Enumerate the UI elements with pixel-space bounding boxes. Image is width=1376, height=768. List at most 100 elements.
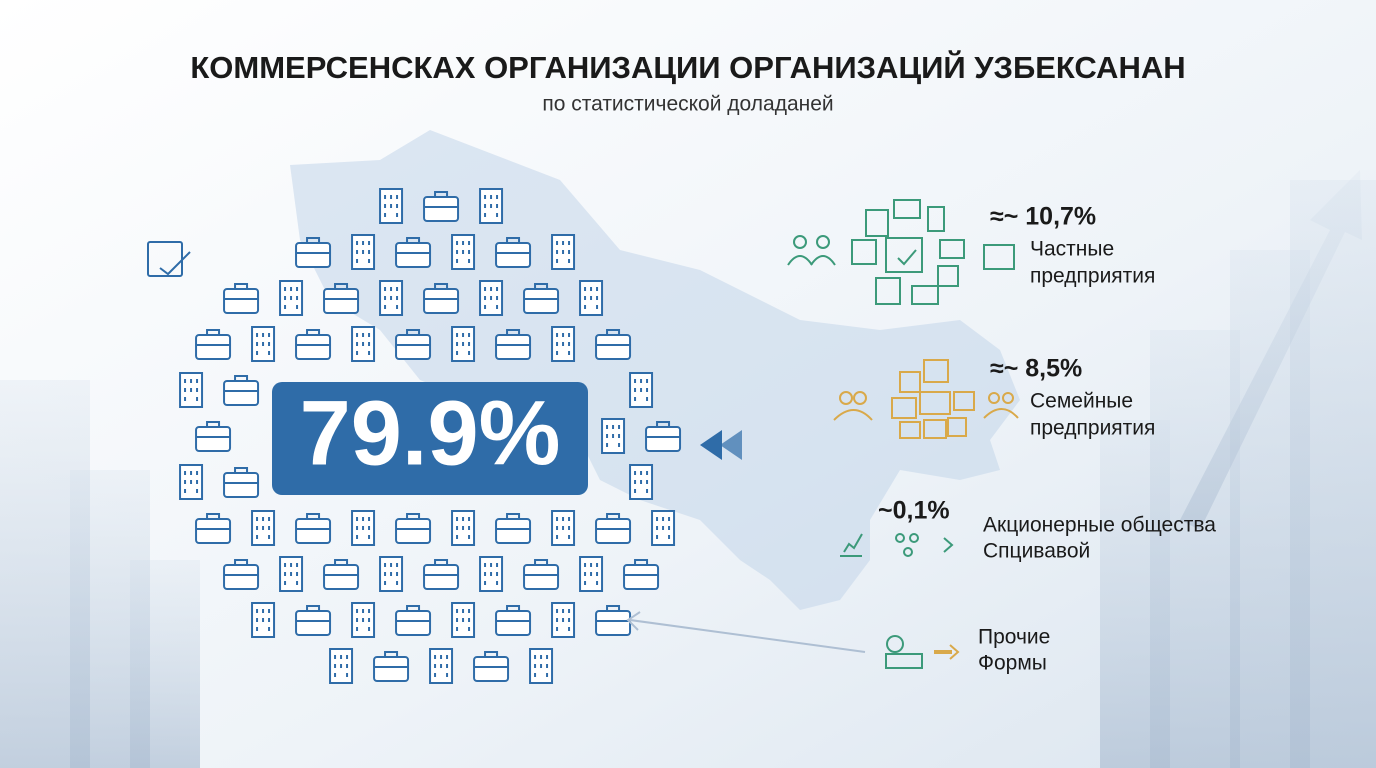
- icon-part: [623, 564, 660, 590]
- icon-part: [195, 334, 232, 360]
- icon-part: [434, 655, 449, 677]
- icon-part: [224, 283, 259, 300]
- item-value: ~0,1%: [878, 497, 950, 525]
- briefcase-icon: [473, 651, 510, 682]
- briefcase-icon: [523, 283, 560, 314]
- icon-part: [324, 283, 359, 300]
- item-label: Прочие: [978, 626, 1050, 649]
- icon-part: [224, 467, 259, 484]
- chevrons: [700, 430, 742, 460]
- icon-part: [584, 287, 599, 309]
- briefcase-icon: [523, 559, 560, 590]
- building-icon: [451, 510, 476, 546]
- icon-part: [424, 559, 459, 576]
- icon-part: [595, 334, 632, 360]
- briefcase-icon: [423, 559, 460, 590]
- icon-part: [223, 564, 260, 590]
- icon-part: [356, 241, 371, 263]
- icon-part: [595, 518, 632, 544]
- title: КОММЕРСЕНСКАХ ОРГАНИЗАЦИИ ОРГАНИЗАЦИЙ УЗ…: [190, 49, 1185, 85]
- building-icon: [651, 510, 676, 546]
- building-icon: [451, 326, 476, 362]
- icon-part: [396, 329, 431, 346]
- icon-part: [496, 605, 531, 622]
- icon-part: [495, 242, 532, 268]
- icon-part: [423, 196, 460, 222]
- icon-part: [334, 655, 349, 677]
- building-icon: [379, 556, 404, 592]
- icon-part: [556, 609, 571, 631]
- building-icon: [551, 510, 576, 546]
- icons-joint-stock: [840, 533, 954, 557]
- building-icon: [479, 280, 504, 316]
- building-icon: [279, 556, 304, 592]
- icon-part: [624, 559, 659, 576]
- icon-part: [556, 241, 571, 263]
- icon-part: [223, 472, 260, 498]
- icon-part: [595, 610, 632, 636]
- icon-part: [196, 421, 231, 438]
- building-icon: [251, 602, 276, 638]
- icon-part: [384, 195, 399, 217]
- building-icon: [351, 602, 376, 638]
- building-icon: [179, 372, 204, 408]
- icon-part: [423, 564, 460, 590]
- icon-part: [396, 513, 431, 530]
- briefcase-icon: [595, 513, 632, 544]
- icon-part: [195, 518, 232, 544]
- icon-part: [323, 288, 360, 314]
- briefcase-icon: [223, 283, 260, 314]
- icon-part: [395, 518, 432, 544]
- briefcase-icon: [495, 237, 532, 268]
- icon-part: [323, 564, 360, 590]
- building-icon: [629, 464, 654, 500]
- item-label: Акционерные общества: [983, 514, 1216, 537]
- icon-part: [256, 333, 271, 355]
- icon-part: [356, 333, 371, 355]
- briefcase-icon: [395, 237, 432, 268]
- icon-part: [295, 242, 332, 268]
- briefcase-icon: [223, 559, 260, 590]
- item-label: Спцивавой: [983, 540, 1090, 563]
- item-label: предприятия: [1030, 265, 1155, 288]
- building-icon: [251, 510, 276, 546]
- icon-part: [256, 517, 271, 539]
- icon-part: [645, 426, 682, 452]
- icon-part: [496, 513, 531, 530]
- icon-part: [646, 421, 681, 438]
- icon-part: [223, 288, 260, 314]
- icon-part: [474, 651, 509, 668]
- main-value-box: [272, 382, 588, 495]
- icons-family: [833, 359, 1019, 439]
- briefcase-icon: [323, 559, 360, 590]
- icon-part: [184, 471, 199, 493]
- building-icon: [351, 510, 376, 546]
- briefcase-icon: [623, 559, 660, 590]
- icon-part: [634, 379, 649, 401]
- icon-part: [484, 563, 499, 585]
- briefcase-icon: [295, 605, 332, 636]
- item-label: Частные: [1030, 238, 1114, 261]
- icon-part: [396, 605, 431, 622]
- building-icon: [479, 556, 504, 592]
- briefcase-icon: [395, 605, 432, 636]
- icon-part: [356, 609, 371, 631]
- icon-part: [424, 191, 459, 208]
- icon-part: [424, 283, 459, 300]
- icon-part: [384, 287, 399, 309]
- icon-part: [496, 237, 531, 254]
- briefcase-icon: [195, 513, 232, 544]
- icon-part: [224, 375, 259, 392]
- icon-part: [295, 518, 332, 544]
- icon-part: [296, 329, 331, 346]
- building-icon: [429, 648, 454, 684]
- building-icon: [551, 234, 576, 270]
- icon-part: [184, 379, 199, 401]
- item-label: Формы: [978, 652, 1047, 675]
- icon-part: [584, 563, 599, 585]
- icon-part: [456, 609, 471, 631]
- icon-part: [256, 609, 271, 631]
